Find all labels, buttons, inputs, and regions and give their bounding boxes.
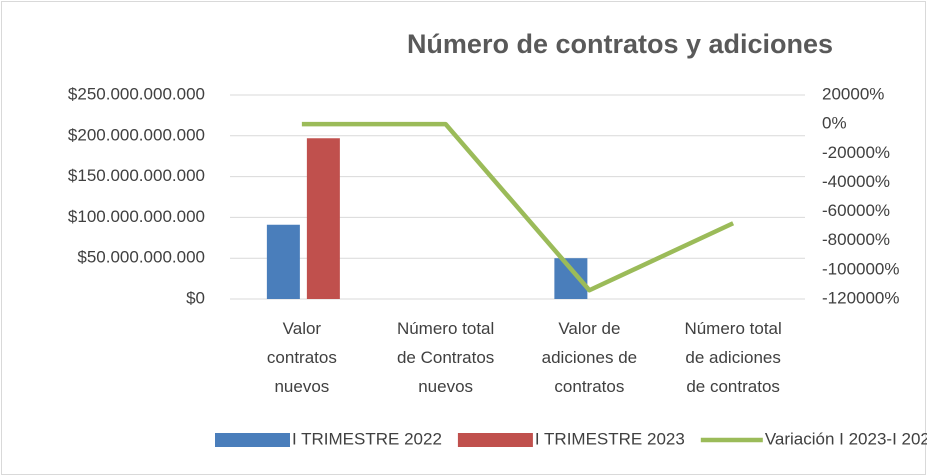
y-tick-label: $0 [186,288,205,307]
x-tick-label: Valor de adiciones de contratos [542,319,637,396]
line [301,121,735,293]
x-tick-label: Número total de adiciones de contratos [684,319,781,396]
y2-tick-label: -80000% [822,230,890,249]
bar [306,138,340,299]
y2-tick-label: -120000% [822,288,900,307]
y-tick-label: $50.000.000.000 [77,248,205,267]
legend-swatch [215,433,290,447]
chart-title: Número de contratos y adiciones [407,29,833,59]
y2-tick-label: -20000% [822,143,890,162]
y-tick-label: $150.000.000.000 [68,166,205,185]
x-tick-label: Valor contratos nuevos [267,319,337,396]
y2-tick-label: -60000% [822,201,890,220]
y-tick-label: $250.000.000.000 [68,84,205,103]
legend-label: I TRIMESTRE 2022 [292,429,442,448]
y2-tick-label: -100000% [822,259,900,278]
y-tick-label: $200.000.000.000 [68,125,205,144]
legend-label: I TRIMESTRE 2023 [535,429,685,448]
legend-swatch [457,433,533,447]
bar [554,258,588,299]
y2-tick-label: 0% [822,114,847,133]
y2-tick-label: 20000% [822,84,884,103]
y-tick-label: $100.000.000.000 [68,207,205,226]
legend-label: Variación I 2023-I 2022 (%) [765,429,927,448]
bar [266,224,300,299]
y2-tick-label: -40000% [822,172,890,191]
x-tick-label: Número total de Contratos nuevos [397,319,494,396]
